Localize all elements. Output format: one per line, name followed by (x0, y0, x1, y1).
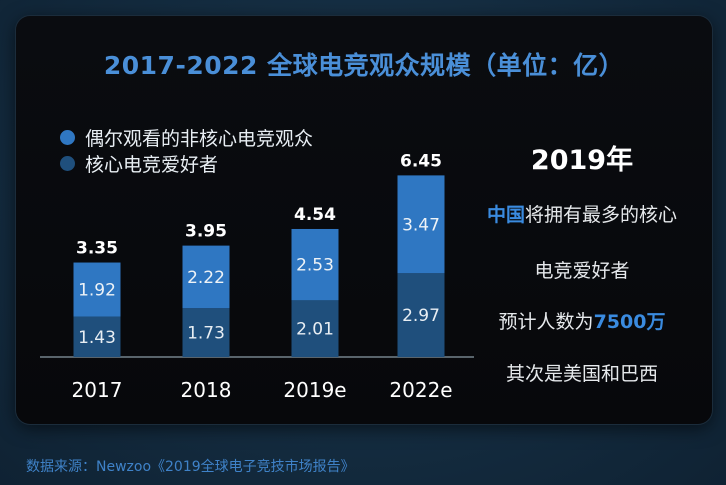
label-non-core-2018: 2.22 (187, 268, 225, 288)
legend-swatch-core (60, 155, 75, 171)
legend-label-core: 核心电竞爱好者 (85, 153, 219, 176)
side-highlight-count: 7500万 (593, 311, 666, 333)
source-note: 数据来源：Newzoo《2019全球电子竞技市场报告》 (26, 459, 355, 475)
legend-swatch-non-core (60, 129, 75, 145)
bar-core-2019e (291, 300, 339, 357)
x-tick-2019e: 2019e (283, 378, 346, 402)
label-total-2022e: 6.45 (400, 151, 442, 171)
side-line-3: 预计人数为7500万 (468, 307, 696, 334)
label-non-core-2022e: 3.47 (402, 215, 440, 235)
label-core-2018: 1.73 (187, 324, 225, 344)
legend-item-non-core: 偶尔观看的非核心电竞观众 (60, 124, 313, 150)
legend: 偶尔观看的非核心电竞观众 核心电竞爱好者 (60, 124, 313, 176)
x-tick-2022e: 2022e (389, 378, 452, 402)
legend-label-non-core: 偶尔观看的非核心电竞观众 (85, 127, 314, 150)
side-year: 2019年 (530, 145, 634, 176)
x-tick-2017: 2017 (72, 378, 123, 402)
bar-non-core-2019e (291, 228, 339, 301)
label-non-core-2019e: 2.53 (296, 256, 334, 276)
side-line-3-text: 预计人数为 (498, 311, 594, 333)
side-line-1-text: 将拥有最多的核心 (525, 204, 678, 226)
label-total-2019e: 4.54 (294, 205, 336, 225)
label-non-core-2017: 1.92 (78, 281, 116, 301)
label-core-2022e: 2.97 (402, 306, 440, 326)
label-core-2017: 1.43 (78, 328, 116, 348)
legend-item-core: 核心电竞爱好者 (60, 150, 313, 176)
label-total-2017: 3.35 (76, 239, 118, 259)
bar-core-2022e (397, 273, 445, 357)
side-highlight-china: 中国 (486, 204, 525, 226)
side-line-1: 中国将拥有最多的核心 (468, 200, 696, 227)
chart-panel (16, 16, 712, 424)
side-line-4: 其次是美国和巴西 (505, 363, 658, 385)
x-tick-2018: 2018 (181, 378, 232, 402)
label-core-2019e: 2.01 (296, 320, 334, 340)
chart-title: 2017-2022 全球电竞观众规模（单位：亿） (103, 51, 625, 80)
label-total-2018: 3.95 (185, 222, 227, 242)
side-line-2: 电竞爱好者 (534, 260, 630, 282)
bar-non-core-2022e (397, 175, 445, 274)
bar-core-2018 (182, 308, 230, 357)
bar-core-2017 (73, 316, 121, 357)
bar-non-core-2017 (73, 262, 121, 317)
bar-non-core-2018 (182, 245, 230, 309)
